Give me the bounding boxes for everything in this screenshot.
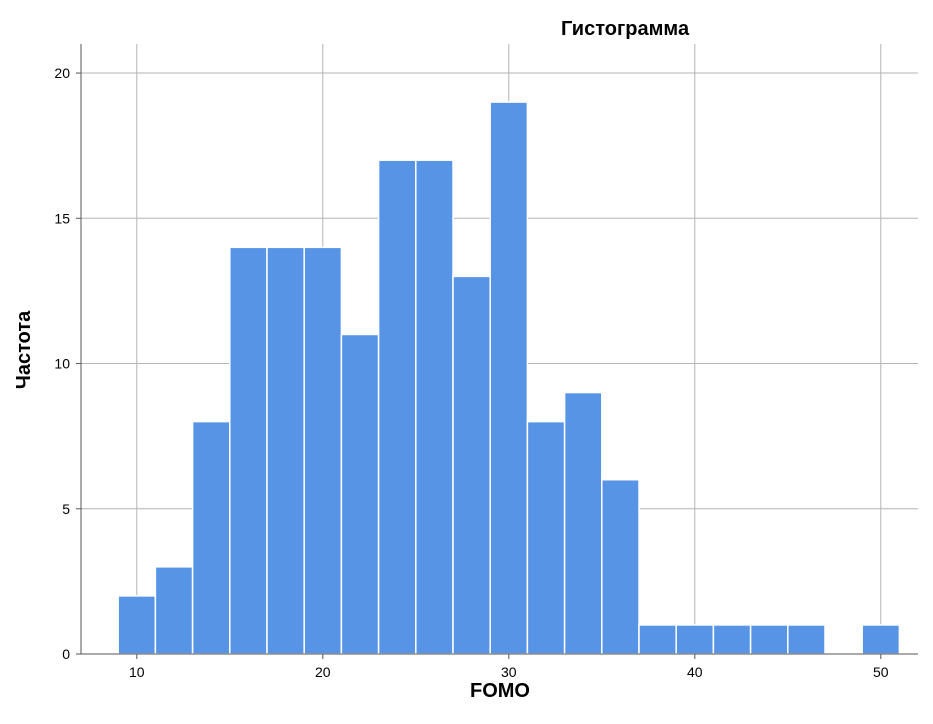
x-tick-label: 50 — [873, 664, 889, 680]
ticks-layer: 10 20 30 40 50 0 5 10 15 20 — [54, 65, 888, 680]
x-tick-label: 10 — [129, 664, 145, 680]
histogram-bar — [675, 624, 715, 655]
histogram-bar — [266, 246, 305, 655]
y-axis-title: Частота — [13, 310, 35, 389]
histogram-bar — [303, 246, 343, 655]
bars-layer — [117, 101, 901, 655]
x-tick-label: 40 — [687, 664, 703, 680]
histogram-bar — [526, 420, 566, 655]
histogram-bar — [229, 246, 268, 655]
axes-layer — [80, 44, 918, 655]
y-tick-label: 20 — [54, 65, 70, 81]
y-tick-label: 10 — [54, 356, 70, 372]
histogram-bar — [377, 159, 417, 655]
histogram-bar — [563, 391, 603, 655]
histogram-bar — [489, 101, 529, 655]
histogram-bar — [191, 420, 231, 655]
x-axis-title: FOMO — [470, 680, 530, 702]
y-tick-label: 0 — [62, 646, 70, 662]
histogram-bar — [638, 624, 677, 655]
x-tick-label: 20 — [315, 664, 331, 680]
histogram-bar — [861, 624, 901, 655]
chart-title: Гистограмма — [561, 18, 690, 40]
histogram-bar — [452, 275, 491, 655]
histogram-bar — [154, 566, 194, 655]
y-tick-label: 5 — [62, 501, 70, 517]
histogram-bar — [601, 478, 640, 655]
histogram-bar — [340, 333, 380, 655]
histogram-bar — [712, 624, 752, 655]
histogram-bar — [749, 624, 789, 655]
histogram-bar — [787, 624, 826, 655]
x-tick-label: 30 — [501, 664, 517, 680]
histogram-bar — [117, 595, 157, 655]
histogram-bar — [415, 159, 454, 655]
y-tick-label: 15 — [54, 210, 70, 226]
